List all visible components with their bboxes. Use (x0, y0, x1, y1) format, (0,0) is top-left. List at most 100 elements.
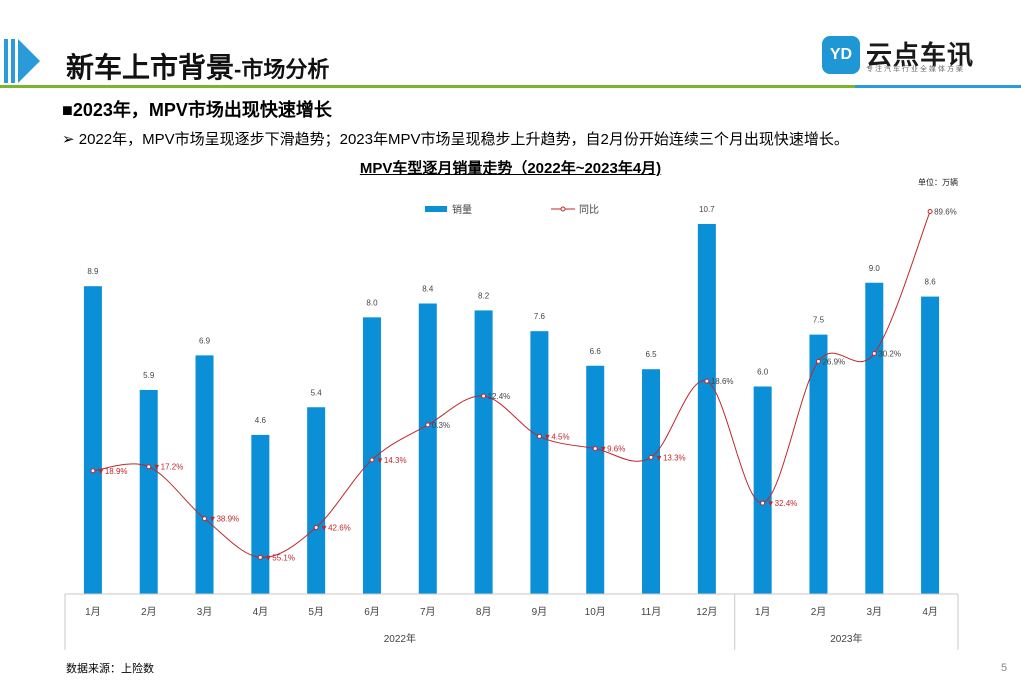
bar (362, 317, 381, 594)
line-value-label: 18.6% (711, 377, 734, 386)
line-value-label: ▼4.5% (543, 432, 569, 441)
line-point (815, 358, 821, 364)
header-rule-green (0, 85, 855, 88)
line-value-label: ▼9.6% (599, 445, 625, 454)
yoy-line (92, 211, 931, 558)
line-point (202, 516, 208, 522)
line-value-label: 0.3% (432, 421, 450, 430)
line-point (257, 554, 263, 560)
line-value-label: ▼14.3% (376, 456, 407, 465)
line-value-label: 30.2% (878, 349, 901, 358)
x-tick-label: 4月 (253, 606, 269, 618)
legend-bar-swatch (425, 206, 447, 212)
header-stripe-1 (4, 39, 8, 83)
line-point (536, 433, 542, 439)
line-point (313, 524, 319, 530)
line-point (481, 393, 487, 399)
logo-tagline: 专注汽车行业全媒体方案 (866, 66, 965, 73)
header-stripe-2 (11, 39, 15, 83)
bar-value-label: 7.6 (534, 312, 546, 321)
x-tick-label: 2月 (811, 606, 827, 618)
bar-value-label: 9.0 (869, 264, 881, 273)
bar (139, 389, 158, 594)
bar (418, 303, 437, 594)
line-value-label: 12.4% (488, 392, 511, 401)
bar (530, 331, 549, 594)
line-point (369, 457, 375, 463)
line-value-label: ▼18.9% (97, 467, 128, 476)
bullet-text: ➢ 2022年，MPV市场呈现逐步下滑趋势；2023年MPV市场呈现稳步上升趋势… (62, 131, 849, 148)
bar-value-label: 8.0 (366, 298, 378, 307)
line-point (90, 468, 96, 474)
bar (921, 296, 940, 594)
line-value-label: ▼32.4% (767, 499, 798, 508)
x-tick-label: 1月 (755, 606, 771, 618)
x-group-label: 2022年 (384, 632, 416, 645)
logo-mark: YD (822, 36, 860, 74)
header-rule-blue (855, 85, 1021, 88)
line-point (648, 454, 654, 460)
line-value-label: ▼42.6% (320, 523, 351, 532)
bar-value-label: 8.9 (87, 267, 99, 276)
x-tick-label: 3月 (867, 606, 883, 618)
x-tick-label: 5月 (308, 606, 324, 618)
x-tick-label: 12月 (696, 606, 717, 618)
x-tick-label: 7月 (420, 606, 436, 618)
line-value-label: ▼55.1% (264, 553, 295, 562)
page-title-main: 新车上市背景 (66, 52, 235, 83)
legend-bar-label: 销量 (452, 203, 472, 216)
x-tick-label: 1月 (85, 606, 101, 618)
x-tick-label: 4月 (922, 606, 938, 618)
x-tick-label: 11月 (641, 606, 661, 618)
bar-value-label: 6.9 (199, 336, 211, 345)
unit-label: 单位：万辆 (918, 178, 958, 187)
bar (642, 369, 661, 594)
bar-value-label: 6.6 (590, 347, 602, 356)
chart-title-row: MPV车型逐月销量走势（2022年~2023年4月) (0, 157, 1021, 178)
line-point (760, 500, 766, 506)
page-title-sub: -市场分析 (234, 57, 330, 82)
logo-name: 云点车讯 (866, 40, 975, 70)
bar (753, 386, 772, 594)
bar (697, 223, 716, 595)
legend-line-label: 同比 (579, 204, 599, 216)
bar (586, 365, 605, 594)
line-value-label: 26.9% (822, 357, 845, 366)
data-source: 数据来源：上险数 (66, 663, 154, 675)
x-tick-label: 8月 (476, 606, 492, 618)
page-number: 5 (1001, 662, 1008, 674)
x-tick-label: 2月 (141, 606, 157, 618)
x-group-label: 2023年 (830, 632, 862, 645)
bar-value-label: 8.6 (925, 278, 937, 287)
chart-title: MPV车型逐月销量走势（2022年~2023年4月) (359, 160, 662, 177)
bar (307, 407, 326, 594)
bar-value-label: 8.2 (478, 291, 490, 300)
section-heading: ■2023年，MPV市场出现快速增长 (62, 100, 332, 120)
line-point (704, 378, 710, 384)
line-value-label: ▼38.9% (209, 515, 240, 524)
line-point (927, 208, 933, 214)
legend-line-marker (560, 206, 566, 212)
bar-value-label: 7.5 (813, 316, 825, 325)
bar (251, 434, 270, 594)
bar-value-label: 8.4 (422, 285, 434, 294)
bar (83, 286, 102, 594)
bar (474, 310, 493, 594)
line-value-label: ▼13.3% (655, 453, 686, 462)
bar (195, 355, 214, 594)
line-value-label: ▼17.2% (153, 463, 184, 472)
bar-value-label: 10.7 (699, 205, 715, 214)
line-point (146, 464, 152, 470)
line-point (425, 422, 431, 428)
bar-value-label: 5.4 (311, 388, 323, 397)
header-arrow-icon (18, 39, 40, 83)
bar (809, 334, 828, 594)
bar-value-label: 4.6 (255, 416, 267, 425)
bar-value-label: 6.0 (757, 368, 769, 377)
line-point (592, 446, 598, 452)
page-title: 新车上市背景-市场分析 (66, 46, 329, 86)
bar (865, 282, 884, 594)
line-point (871, 350, 877, 356)
x-tick-label: 3月 (197, 606, 213, 618)
